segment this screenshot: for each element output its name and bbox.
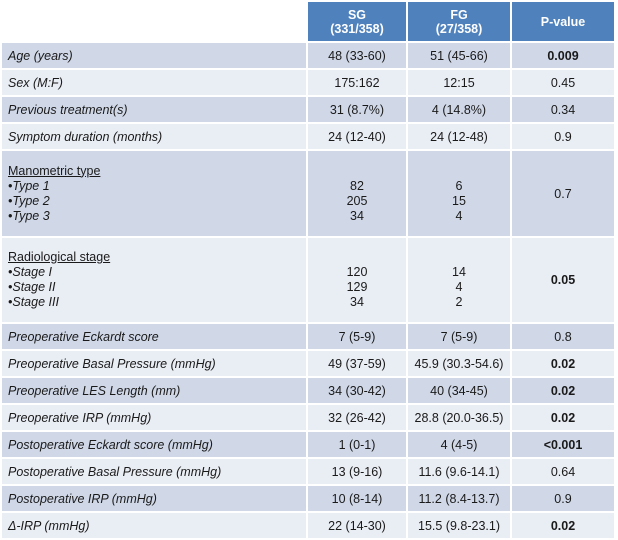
fg-value-item: 4 [455, 208, 463, 223]
table-row: Preoperative LES Length (mm) 34 (30-42) … [2, 378, 614, 405]
fg-value: 28.8 (20.0-36.5) [408, 405, 512, 432]
sg-value: 31 (8.7%) [308, 97, 408, 124]
sg-value: 120 129 34 [308, 238, 408, 324]
sg-value: 24 (12-40) [308, 124, 408, 151]
sg-value-item: 82 [350, 178, 364, 193]
row-label: Preoperative Basal Pressure (mmHg) [2, 351, 308, 378]
fg-value-item: 2 [455, 295, 463, 309]
table-row: Age (years) 48 (33-60) 51 (45-66) 0.009 [2, 43, 614, 70]
sg-value: 82 205 34 [308, 151, 408, 238]
fg-value-item: 4 [455, 280, 463, 294]
fg-value: 11.2 (8.4-13.7) [408, 486, 512, 513]
fg-value: 7 (5-9) [408, 324, 512, 351]
table-row: Preoperative Eckardt score 7 (5-9) 7 (5-… [2, 324, 614, 351]
p-value: 0.64 [512, 459, 614, 486]
sg-value-item: 34 [350, 208, 364, 223]
sg-value-item: 34 [350, 295, 364, 309]
p-value: 0.9 [512, 486, 614, 513]
fg-value-item: 15 [452, 193, 466, 208]
radiological-stage-heading: Radiological stage [8, 250, 111, 264]
fg-value: 11.6 (9.6-14.1) [408, 459, 512, 486]
row-label: Preoperative LES Length (mm) [2, 378, 308, 405]
radiological-stage-item: •Stage II [8, 280, 56, 294]
sg-value: 48 (33-60) [308, 43, 408, 70]
row-label: Preoperative IRP (mmHg) [2, 405, 308, 432]
sg-value: 49 (37-59) [308, 351, 408, 378]
sg-value: 32 (26-42) [308, 405, 408, 432]
fg-value: 6 15 4 [408, 151, 512, 238]
table-row: Symptom duration (months) 24 (12-40) 24 … [2, 124, 614, 151]
p-value: 0.45 [512, 70, 614, 97]
fg-value: 4 (14.8%) [408, 97, 512, 124]
row-label: Preoperative Eckardt score [2, 324, 308, 351]
header-fg-count: (27/358) [435, 21, 483, 36]
p-value: 0.9 [512, 124, 614, 151]
row-label: Postoperative Eckardt score (mmHg) [2, 432, 308, 459]
sg-value: 1 (0-1) [308, 432, 408, 459]
sg-value: 10 (8-14) [308, 486, 408, 513]
fg-value: 51 (45-66) [408, 43, 512, 70]
row-label: Sex (M:F) [2, 70, 308, 97]
p-value: 0.02 [512, 405, 614, 432]
table-row: Postoperative Basal Pressure (mmHg) 13 (… [2, 459, 614, 486]
manometric-type-item: •Type 3 [8, 208, 50, 223]
sg-value-item: 205 [346, 193, 368, 208]
p-value: 0.02 [512, 378, 614, 405]
table-row: Preoperative IRP (mmHg) 32 (26-42) 28.8 … [2, 405, 614, 432]
p-value: 0.009 [512, 43, 614, 70]
sg-value: 34 (30-42) [308, 378, 408, 405]
sg-value: 7 (5-9) [308, 324, 408, 351]
p-value: <0.001 [512, 432, 614, 459]
row-label: Symptom duration (months) [2, 124, 308, 151]
radiological-stage-item: •Stage I [8, 265, 52, 279]
fg-value: 12:15 [408, 70, 512, 97]
row-label: Previous treatment(s) [2, 97, 308, 124]
sg-value: 13 (9-16) [308, 459, 408, 486]
radiological-stage-label-cell: Radiological stage •Stage I •Stage II •S… [2, 238, 308, 324]
radiological-stage-row: Radiological stage •Stage I •Stage II •S… [2, 238, 614, 324]
header-sg: SG (331/358) [308, 2, 408, 43]
row-label: Postoperative IRP (mmHg) [2, 486, 308, 513]
table-row: Previous treatment(s) 31 (8.7%) 4 (14.8%… [2, 97, 614, 124]
fg-value: 40 (34-45) [408, 378, 512, 405]
p-value: 0.7 [512, 151, 614, 238]
manometric-type-item: •Type 1 [8, 178, 50, 193]
manometric-type-row: Manometric type •Type 1 •Type 2 •Type 3 … [2, 151, 614, 238]
sg-value: 175:162 [308, 70, 408, 97]
radiological-stage-item: •Stage III [8, 295, 59, 309]
fg-value: 4 (4-5) [408, 432, 512, 459]
header-fg: FG (27/358) [408, 2, 512, 43]
table-row: Preoperative Basal Pressure (mmHg) 49 (3… [2, 351, 614, 378]
table-row: Sex (M:F) 175:162 12:15 0.45 [2, 70, 614, 97]
row-label: Age (years) [2, 43, 308, 70]
fg-value: 45.9 (30.3-54.6) [408, 351, 512, 378]
manometric-type-heading: Manometric type [8, 163, 101, 178]
manometric-type-item: •Type 2 [8, 193, 50, 208]
table-header-row: SG (331/358) FG (27/358) P-value [2, 2, 614, 43]
header-pvalue: P-value [512, 2, 614, 43]
table-row: Postoperative Eckardt score (mmHg) 1 (0-… [2, 432, 614, 459]
fg-value-item: 14 [452, 265, 466, 279]
manometric-type-label-cell: Manometric type •Type 1 •Type 2 •Type 3 [2, 151, 308, 238]
p-value: 0.8 [512, 324, 614, 351]
table-row: Postoperative IRP (mmHg) 10 (8-14) 11.2 … [2, 486, 614, 513]
p-value: 0.05 [512, 238, 614, 324]
fg-value: 24 (12-48) [408, 124, 512, 151]
header-sg-count: (331/358) [330, 21, 384, 36]
p-value: 0.34 [512, 97, 614, 124]
sg-value-item: 129 [346, 280, 368, 294]
header-blank-cell [2, 2, 308, 43]
row-label: Postoperative Basal Pressure (mmHg) [2, 459, 308, 486]
sg-value-item: 120 [346, 265, 368, 279]
header-fg-title: FG [450, 7, 468, 22]
header-sg-title: SG [347, 7, 367, 22]
fg-value-item: 6 [455, 178, 463, 193]
p-value: 0.02 [512, 351, 614, 378]
fg-value: 14 4 2 [408, 238, 512, 324]
